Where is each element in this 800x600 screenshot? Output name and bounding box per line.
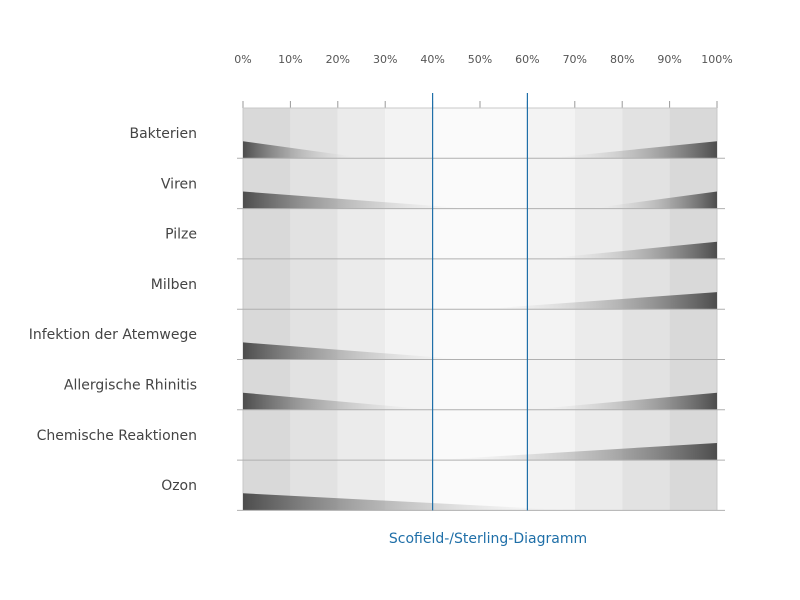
row-label: Viren bbox=[161, 176, 197, 192]
row-label: Bakterien bbox=[129, 126, 197, 142]
row-label: Milben bbox=[151, 277, 197, 293]
tick-label: 100% bbox=[701, 53, 732, 66]
tick-label: 40% bbox=[420, 53, 444, 66]
row-label: Allergische Rhinitis bbox=[64, 378, 197, 394]
tick-label: 0% bbox=[234, 53, 251, 66]
row-label: Infektion der Atemwege bbox=[29, 327, 197, 343]
row-label: Ozon bbox=[161, 478, 197, 494]
wedge-right-4 bbox=[480, 292, 717, 310]
reference-lines bbox=[432, 93, 529, 511]
wedge-right-7 bbox=[432, 442, 717, 461]
tick-label: 70% bbox=[563, 53, 587, 66]
wedge-left-2 bbox=[243, 191, 471, 209]
row-label: Chemische Reaktionen bbox=[37, 428, 197, 444]
wedge-right-6 bbox=[527, 392, 717, 410]
tick-label: 20% bbox=[326, 53, 350, 66]
wedge-right-2 bbox=[589, 191, 717, 209]
row-dividers bbox=[237, 157, 725, 511]
tick-label: 90% bbox=[657, 53, 681, 66]
tick-label: 10% bbox=[278, 53, 302, 66]
row-label: Pilze bbox=[165, 227, 197, 243]
wedges bbox=[243, 141, 717, 511]
tick-label: 30% bbox=[373, 53, 397, 66]
x-axis-ticks: 0% 10% 20% 30% 40% 50% 60% 70% 80% 90% 100% bbox=[234, 53, 732, 66]
wedge-right-1 bbox=[546, 141, 717, 159]
tick-label: 80% bbox=[610, 53, 634, 66]
wedge-left-6 bbox=[243, 392, 433, 410]
chart-caption: Scofield-/Sterling-Diagramm bbox=[389, 531, 587, 547]
tick-label: 50% bbox=[468, 53, 492, 66]
tick-label: 60% bbox=[515, 53, 539, 66]
wedge-right-3 bbox=[541, 241, 717, 259]
row-labels: Bakterien Viren Pilze Milben Infektion der A… bbox=[29, 126, 197, 494]
wedge-left-8 bbox=[243, 493, 575, 511]
wedge-left-5 bbox=[243, 342, 466, 360]
wedge-left-1 bbox=[243, 141, 367, 159]
